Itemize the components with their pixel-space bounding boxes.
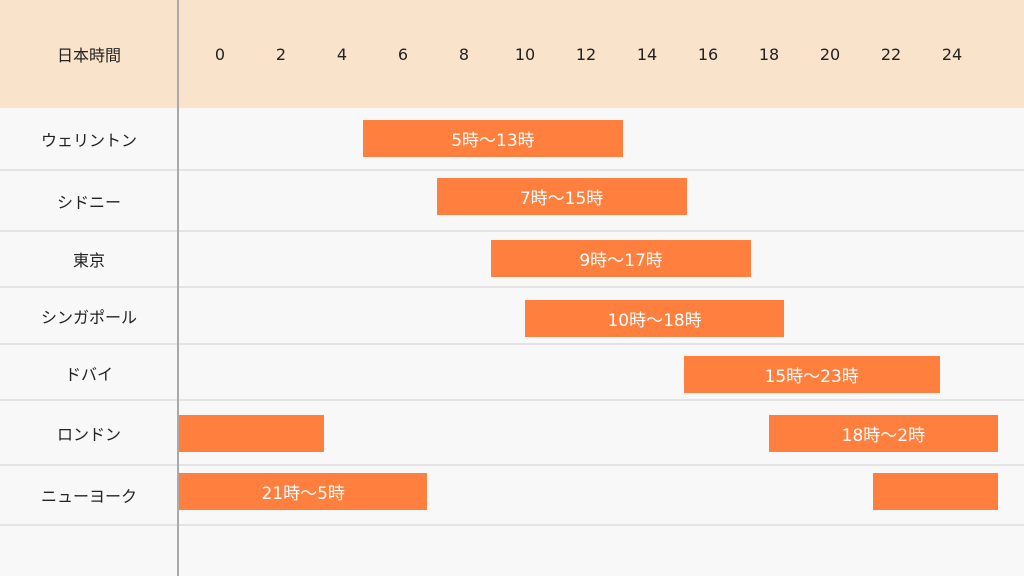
time-bar: 21時〜5時 <box>179 473 428 510</box>
x-tick-label: 6 <box>397 44 409 64</box>
x-tick-label: 0 <box>214 44 226 64</box>
x-tick-label: 8 <box>458 44 470 64</box>
x-tick-label: 14 <box>636 44 658 64</box>
row-label: ロンドン <box>56 425 121 444</box>
x-tick-label: 12 <box>575 44 597 64</box>
row-label: ドバイ <box>64 365 113 384</box>
time-bar: 7時〜15時 <box>436 178 687 215</box>
row-separator <box>0 524 1024 526</box>
row-separator <box>0 399 1024 401</box>
time-bar: 10時〜18時 <box>525 300 785 337</box>
time-bar: 9時〜17時 <box>491 240 751 277</box>
header-label: 日本時間 <box>56 46 121 65</box>
x-tick-label: 10 <box>514 44 536 64</box>
row-separator <box>0 230 1024 232</box>
x-tick-label: 4 <box>336 44 348 64</box>
row-label: シンガポール <box>40 308 137 327</box>
time-bar: 5時〜13時 <box>363 120 623 157</box>
x-tick-label: 22 <box>880 44 902 64</box>
row-label: ウェリントン <box>40 131 137 150</box>
x-tick-label: 16 <box>697 44 719 64</box>
chart-header: 日本時間 0 2 4 6 8 10 12 14 16 18 20 22 24 <box>0 0 1024 108</box>
row-separator <box>0 464 1024 466</box>
x-tick-label: 20 <box>819 44 841 64</box>
row-label: 東京 <box>72 251 105 270</box>
x-tick-label: 18 <box>758 44 780 64</box>
row-separator <box>0 343 1024 345</box>
x-tick-label: 24 <box>941 44 963 64</box>
x-tick-label: 2 <box>275 44 287 64</box>
time-bar <box>872 473 998 510</box>
row-separator <box>0 286 1024 288</box>
row-label: シドニー <box>56 193 121 212</box>
row-label: ニューヨーク <box>40 487 137 506</box>
time-bar: 15時〜23時 <box>683 356 940 393</box>
row-separator <box>0 169 1024 171</box>
label-divider <box>177 0 179 576</box>
time-bar: 18時〜2時 <box>769 415 998 452</box>
time-bar <box>179 415 324 452</box>
